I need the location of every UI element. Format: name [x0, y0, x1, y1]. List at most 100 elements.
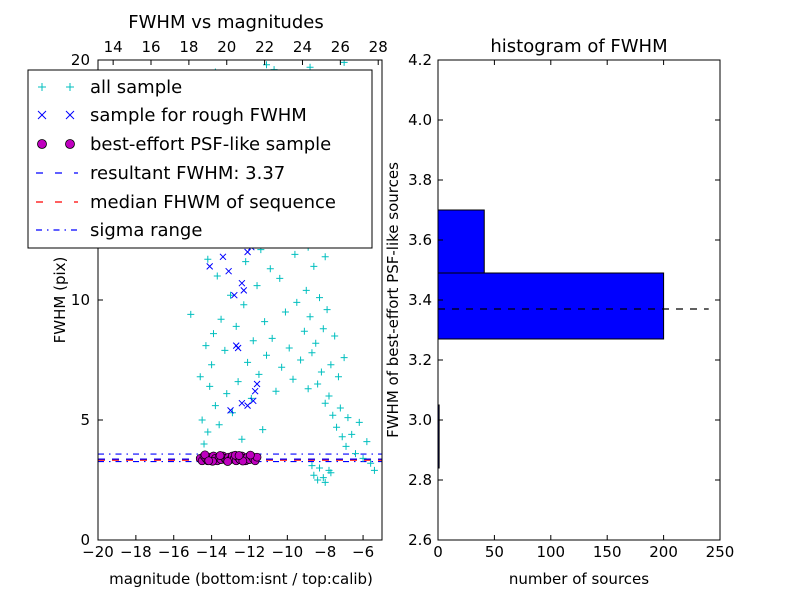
legend-marker-x — [37, 110, 75, 120]
scatter-ylabel: FWHM (pix) — [51, 257, 69, 344]
all-sample-point — [244, 358, 252, 366]
all-sample-point — [304, 385, 312, 393]
legend-marker-plus — [38, 83, 74, 91]
legend-label-sigma-range: sigma range — [90, 220, 202, 241]
all-sample-point — [253, 282, 261, 290]
histogram-ylabel: FWHM of best-effort PSF-like sources — [384, 162, 402, 438]
scatter-plot-area — [98, 60, 382, 486]
rough-sample-point — [238, 279, 246, 287]
scatter-xtick-label: −18 — [120, 543, 152, 561]
scatter-top-xtick-label: 26 — [331, 38, 350, 56]
legend-marker-circle — [37, 139, 75, 149]
all-sample-point — [204, 428, 212, 436]
all-sample-point — [325, 392, 333, 400]
all-sample-point — [293, 298, 301, 306]
all-sample-point — [232, 322, 240, 330]
scatter-xtick-label: −8 — [314, 543, 336, 561]
all-sample-point — [242, 258, 250, 266]
all-sample-point — [340, 354, 348, 362]
all-sample-point — [223, 390, 231, 398]
legend-label-all-sample: all sample — [90, 77, 182, 98]
scatter-xtick-label: −14 — [196, 543, 228, 561]
all-sample-point — [329, 411, 337, 419]
legend-label-resultant-fwhm: resultant FWHM: 3.37 — [90, 163, 285, 184]
all-sample-point — [310, 262, 318, 270]
all-sample-point — [297, 356, 305, 364]
scatter-top-xtick-label: 14 — [104, 38, 123, 56]
all-sample-point — [208, 361, 216, 369]
rough-sample-point — [244, 248, 251, 256]
histogram-bar — [437, 272, 665, 340]
all-sample-point — [300, 327, 308, 335]
all-sample-point — [367, 459, 375, 467]
all-sample-point — [206, 382, 214, 390]
all-sample-point — [285, 344, 293, 352]
all-sample-point — [319, 474, 327, 482]
all-sample-point — [259, 426, 267, 434]
all-sample-point — [187, 310, 195, 318]
all-sample-point — [317, 368, 325, 376]
psf-sample-point — [234, 451, 244, 460]
histogram-ytick-label: 3.2 — [408, 351, 432, 369]
all-sample-point — [316, 464, 324, 472]
all-sample-point — [321, 478, 329, 486]
all-sample-point — [281, 308, 289, 316]
legend-entry-median-fwhm: median FHWM of sequence — [36, 192, 336, 213]
histogram-ytick-label: 3.8 — [408, 171, 432, 189]
psf-sample-point — [223, 457, 233, 466]
legend-entry-all-sample: all sample — [38, 77, 182, 98]
histogram-ytick-label: 2.8 — [408, 471, 432, 489]
all-sample-point — [215, 421, 223, 429]
legend-label-median-fwhm: median FHWM of sequence — [90, 192, 336, 213]
all-sample-point — [217, 315, 225, 323]
all-sample-point — [314, 380, 322, 388]
all-sample-point — [263, 351, 271, 359]
all-sample-point — [338, 433, 346, 441]
all-sample-point — [314, 476, 322, 484]
rough-sample-point — [244, 402, 251, 409]
all-sample-point — [308, 349, 316, 357]
all-sample-point — [344, 414, 352, 422]
histogram-ticks: 0 50 100 150 200 250 2.6 2.8 3.0 3.2 3.4 3.6 3.8 4.0 4… — [408, 51, 734, 561]
all-sample-point — [363, 438, 371, 446]
legend-entry-rough-sample: sample for rough FWHM — [37, 105, 307, 126]
rough-sample-point — [206, 263, 214, 270]
all-sample-point — [333, 423, 341, 431]
all-sample-point — [200, 440, 208, 448]
histogram-xtick-label: 0 — [433, 543, 443, 561]
all-sample-point — [334, 373, 342, 381]
rough-sample-point — [225, 267, 232, 275]
scatter-ytick-label: 5 — [80, 411, 90, 429]
all-sample-point — [240, 301, 248, 309]
all-sample-point — [255, 370, 263, 378]
rough-sample-point — [219, 253, 227, 261]
scatter-top-xtick-label: 20 — [217, 38, 236, 56]
rough-sample-point — [238, 399, 246, 407]
histogram-plot-area — [437, 209, 709, 469]
all-sample-point — [310, 471, 318, 479]
scatter-ytick-label: 0 — [80, 531, 90, 549]
histogram-xtick-label: 100 — [536, 543, 565, 561]
histogram-ytick-label: 4.2 — [408, 51, 432, 69]
scatter-xtick-label: −16 — [158, 543, 190, 561]
all-sample-point — [278, 363, 286, 371]
all-sample-point — [202, 342, 210, 350]
all-sample-point — [321, 253, 329, 261]
all-sample-point — [276, 274, 284, 282]
rough-sample-point — [253, 380, 261, 388]
all-sample-point — [238, 435, 246, 443]
all-sample-point — [331, 332, 339, 340]
all-sample-point — [323, 306, 331, 314]
rough-sample-point — [227, 407, 234, 414]
legend-label-rough-sample: sample for rough FWHM — [90, 105, 307, 126]
scatter-top-xtick-label: 24 — [293, 38, 312, 56]
scatter-xtick-label: −6 — [352, 543, 374, 561]
all-sample-point — [261, 318, 269, 326]
all-sample-point — [213, 272, 221, 280]
all-sample-point — [249, 337, 257, 345]
all-sample-point — [355, 418, 363, 426]
histogram-ytick-label: 4.0 — [408, 111, 432, 129]
all-sample-point — [327, 469, 335, 477]
rough-sample-point — [240, 287, 248, 294]
rough-sample-point — [234, 344, 242, 352]
